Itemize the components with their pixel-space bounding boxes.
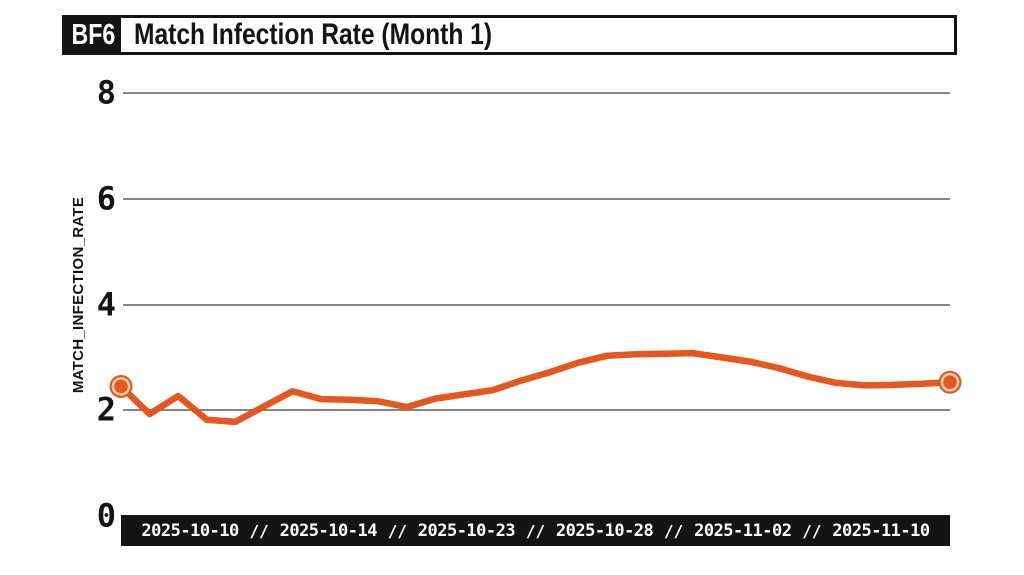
x-tick-label: 2025-10-14 (279, 520, 378, 541)
x-tick-separator: // (525, 521, 546, 540)
series-line (117, 349, 954, 426)
endpoint-marker (940, 372, 960, 392)
bf6-badge-label: BF6 (71, 18, 115, 51)
endpoint-marker (114, 379, 128, 394)
y-axis-title: MATCH_INFECTION_RATE (70, 196, 87, 394)
x-tick-separator: // (802, 521, 822, 540)
x-tick-label: 2025-10-23 (417, 520, 516, 541)
page-title: Match Infection Rate (Month 1) (134, 18, 493, 51)
y-tick-label: 0 (96, 496, 116, 535)
y-tick-label: 2 (96, 390, 116, 429)
x-axis-bar: 2025-10-10 2025-10-14 2025-10-23 2025-10-28… (121, 515, 950, 546)
gridline (123, 409, 950, 412)
y-tick-label: 6 (96, 179, 116, 218)
bf6-badge: BF6 (65, 18, 121, 52)
x-tick-label: 2025-11-10 (832, 520, 930, 541)
endpoint-marker (938, 370, 962, 394)
x-tick-separator: // (664, 521, 684, 540)
endpoint-marker (943, 375, 957, 390)
x-tick-label: 2025-11-02 (694, 520, 792, 541)
x-tick-separator: // (387, 521, 407, 540)
gridline (123, 197, 950, 200)
y-tick-label: 8 (96, 73, 116, 112)
x-tick-separator: // (249, 521, 269, 540)
gridline (123, 92, 950, 94)
y-tick-label: 4 (96, 284, 116, 323)
x-tick-label: 2025-10-28 (555, 520, 654, 541)
x-tick-label: 2025-10-10 (141, 520, 239, 541)
gridline (123, 303, 950, 306)
chart-title-box: BF6 Match Infection Rate (Month 1) (62, 15, 957, 55)
